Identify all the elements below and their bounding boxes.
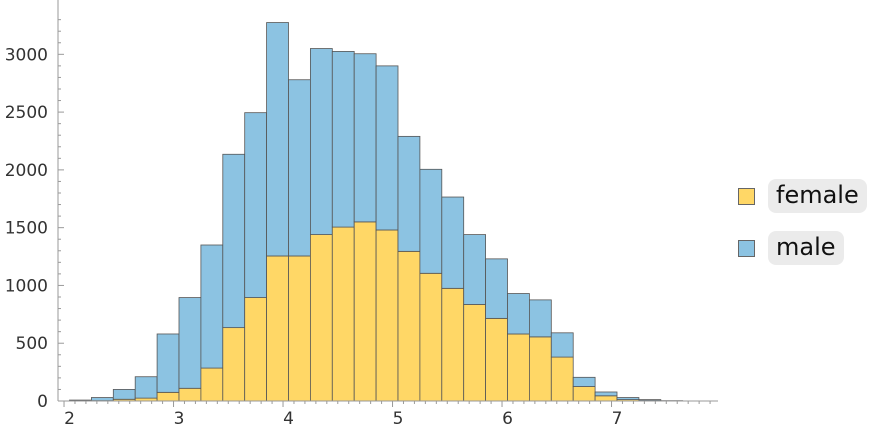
- bar-female-18: [463, 304, 487, 402]
- x-tick-label-3: 3: [174, 409, 185, 429]
- x-tick-label-2: 2: [64, 409, 75, 429]
- x-tick-label-6: 6: [502, 409, 513, 429]
- x-tick-label-5: 5: [393, 409, 404, 429]
- bar-female-4: [156, 391, 180, 402]
- bar-male-25: [616, 397, 640, 401]
- legend-item-male: male: [738, 222, 867, 274]
- bar-male-3: [134, 376, 158, 399]
- legend-item-female: female: [738, 170, 867, 222]
- legend-label-male: male: [768, 231, 844, 265]
- bar-male-19: [485, 258, 508, 319]
- bar-female-20: [507, 333, 530, 402]
- bar-male-4: [156, 333, 180, 393]
- bar-male-22: [550, 332, 574, 358]
- bar-male-6: [200, 244, 224, 369]
- bar-male-12: [331, 51, 355, 228]
- bar-male-11: [309, 48, 333, 235]
- bar-female-7: [222, 327, 246, 402]
- y-tick-label-1000: 1000: [5, 276, 48, 296]
- bar-male-5: [178, 297, 202, 389]
- bar-male-8: [244, 112, 267, 298]
- y-tick-label-2500: 2500: [5, 103, 48, 123]
- bar-male-2: [112, 389, 136, 400]
- bar-female-11: [309, 234, 333, 402]
- bar-male-21: [529, 299, 552, 338]
- y-tick-label-1500: 1500: [5, 219, 48, 239]
- bar-female-24: [594, 395, 618, 402]
- bar-male-24: [594, 391, 618, 397]
- bar-male-1: [91, 397, 114, 402]
- bar-female-16: [419, 272, 443, 402]
- bars-group: [69, 22, 684, 402]
- axes-group: 0 500 1000 1500 2000 2500 3000 2 3 4 5 6 7: [5, 0, 718, 429]
- y-tick-label-3000: 3000: [5, 45, 48, 65]
- bar-male-13: [353, 53, 377, 223]
- bar-female-10: [288, 255, 311, 402]
- y-tick-label-0: 0: [37, 392, 48, 412]
- bar-male-15: [397, 135, 421, 252]
- bar-female-12: [331, 226, 355, 402]
- bar-female-15: [397, 250, 421, 402]
- bar-female-22: [550, 356, 574, 402]
- bar-female-17: [441, 287, 465, 402]
- bar-male-23: [572, 376, 596, 387]
- bar-male-26: [638, 399, 662, 401]
- bar-female-21: [529, 336, 552, 402]
- bar-male-18: [463, 234, 487, 305]
- bar-male-7: [222, 153, 246, 329]
- legend-swatch-female: [738, 187, 755, 205]
- bar-male-14: [375, 65, 399, 231]
- bar-male-20: [507, 293, 530, 335]
- legend: female male: [738, 170, 867, 274]
- bar-male-10: [288, 79, 311, 257]
- bar-female-5: [178, 387, 202, 402]
- legend-label-female: female: [768, 179, 867, 213]
- bar-female-23: [572, 386, 596, 402]
- y-tick-label-500: 500: [16, 334, 48, 354]
- bar-female-6: [200, 367, 224, 402]
- bar-female-19: [485, 317, 508, 402]
- bar-female-8: [244, 297, 267, 402]
- legend-swatch-male: [738, 239, 755, 257]
- bar-male-17: [441, 196, 465, 289]
- x-tick-label-7: 7: [612, 409, 623, 429]
- bar-male-9: [266, 22, 289, 257]
- x-tick-label-4: 4: [283, 409, 294, 429]
- y-tick-label-2000: 2000: [5, 161, 48, 181]
- bar-female-13: [353, 221, 377, 402]
- bar-male-16: [419, 168, 443, 274]
- bar-female-14: [375, 229, 399, 402]
- bar-female-9: [266, 255, 289, 402]
